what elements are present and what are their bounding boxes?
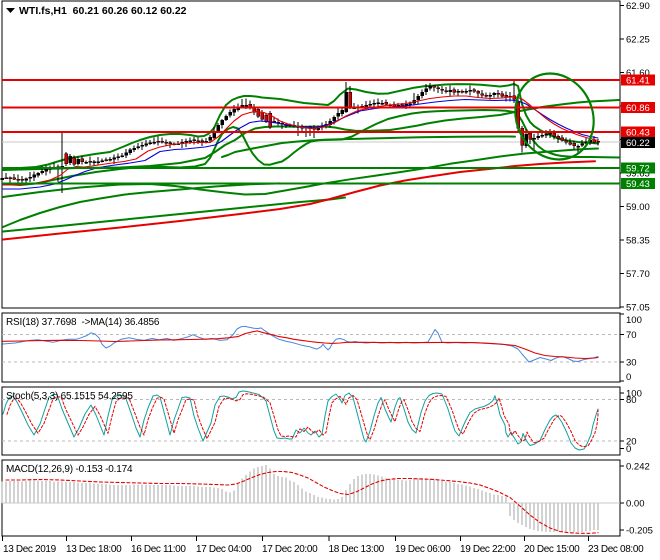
svg-text:19 Dec 22:00: 19 Dec 22:00 (460, 544, 516, 555)
svg-text:80: 80 (626, 395, 637, 406)
svg-text:13 Dec 18:00: 13 Dec 18:00 (66, 544, 122, 555)
svg-text:60.22: 60.22 (626, 138, 650, 149)
svg-text:Stoch(5,3,3) 65.1515 54.2595: Stoch(5,3,3) 65.1515 54.2595 (6, 391, 133, 402)
svg-text:17 Dec 20:00: 17 Dec 20:00 (262, 544, 318, 555)
svg-text:59.43: 59.43 (626, 179, 650, 190)
svg-text:16 Dec 11:00: 16 Dec 11:00 (131, 544, 186, 555)
svg-text:30: 30 (626, 358, 637, 369)
svg-text:62.25: 62.25 (626, 35, 650, 46)
svg-text:MACD(12,26,9) -0.153 -0.174: MACD(12,26,9) -0.153 -0.174 (6, 464, 133, 475)
svg-text:57.70: 57.70 (626, 269, 650, 280)
svg-text:59.00: 59.00 (626, 202, 650, 213)
svg-text:61.60: 61.60 (626, 68, 650, 79)
svg-text:100: 100 (626, 389, 642, 400)
svg-text:17 Dec 04:00: 17 Dec 04:00 (196, 544, 252, 555)
svg-text:RSI(18) 37.7698 ->MA(14) 36.4: RSI(18) 37.7698 ->MA(14) 36.4856 (6, 317, 160, 328)
svg-text:18 Dec 13:00: 18 Dec 13:00 (329, 544, 385, 555)
svg-text:23 Dec 08:00: 23 Dec 08:00 (588, 544, 644, 555)
svg-text:20 Dec 15:00: 20 Dec 15:00 (524, 544, 580, 555)
svg-text:57.05: 57.05 (626, 303, 650, 314)
svg-text:0: 0 (626, 372, 631, 383)
svg-text:61.41: 61.41 (626, 76, 650, 87)
svg-text:19 Dec 06:00: 19 Dec 06:00 (395, 544, 451, 555)
svg-text:-0.205: -0.205 (626, 526, 653, 537)
svg-text:70: 70 (626, 330, 637, 341)
svg-text:60.43: 60.43 (626, 128, 650, 139)
svg-text:59.65: 59.65 (626, 169, 650, 180)
svg-text:0: 0 (626, 444, 631, 455)
svg-text:WTI.fs,H1 60.21 60.26 60.12 6: WTI.fs,H1 60.21 60.26 60.12 60.22 (19, 5, 187, 17)
svg-text:62.90: 62.90 (626, 1, 650, 12)
svg-text:59.72: 59.72 (626, 164, 650, 175)
svg-text:0.00: 0.00 (626, 499, 645, 510)
svg-text:13 Dec 2019: 13 Dec 2019 (3, 544, 57, 555)
svg-text:58.35: 58.35 (626, 236, 650, 247)
svg-text:100: 100 (626, 315, 642, 326)
svg-text:0.242: 0.242 (626, 462, 650, 473)
svg-text:20: 20 (626, 437, 637, 448)
svg-text:60.86: 60.86 (626, 103, 650, 114)
